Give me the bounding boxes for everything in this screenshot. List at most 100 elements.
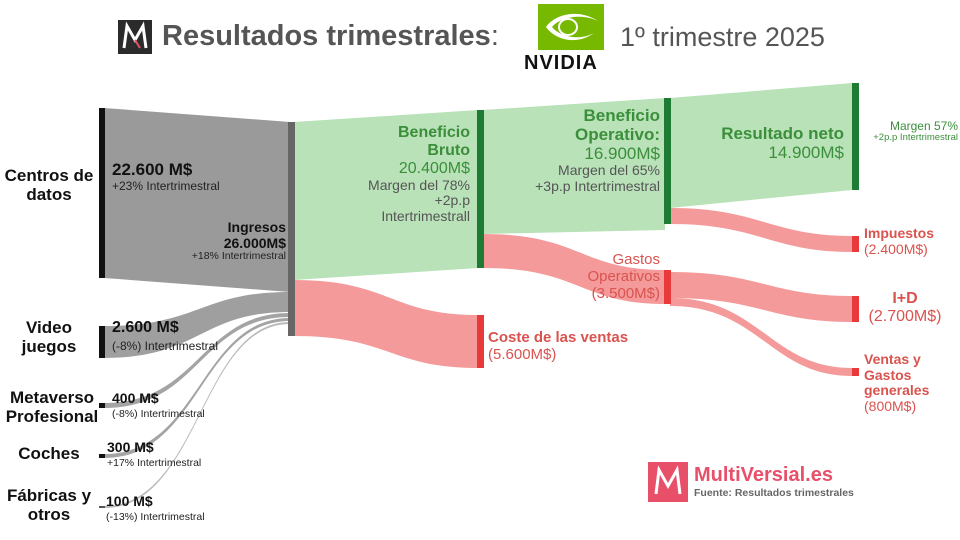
rd-title: I+D bbox=[892, 290, 918, 307]
source-label-videojuegos: Video juegos bbox=[0, 318, 98, 356]
source-change-videojuegos: (-8%) Intertrimestral bbox=[112, 339, 219, 353]
source-label-coches: Coches bbox=[0, 444, 98, 463]
node-beneficio-operativo bbox=[664, 98, 671, 224]
gross-profit-change-2: Intertrimestrall bbox=[381, 208, 470, 225]
flow-gastos-operativos bbox=[483, 234, 665, 304]
multiversial-logo-icon bbox=[648, 462, 688, 502]
flow-beneficio-bruto bbox=[294, 110, 478, 280]
flow-coste-ventas bbox=[294, 280, 478, 368]
operating-profit-title-1: Beneficio bbox=[583, 106, 660, 125]
cost-of-sales-title: Coste de las ventas bbox=[488, 329, 629, 346]
net-income-title: Resultado neto bbox=[721, 124, 844, 143]
net-income-margin-block: Margen 57% +2p.p Intertrimestral bbox=[862, 119, 958, 144]
sga-label: Ventas y Gastos generales (800M$) bbox=[864, 351, 930, 415]
gross-profit-value: 20.400M$ bbox=[398, 159, 470, 177]
operating-expenses-label: Gastos Operativos (3.500M$) bbox=[540, 251, 660, 302]
footer-brand: MultiVersial.es bbox=[694, 464, 833, 486]
title-colon: : bbox=[490, 20, 499, 52]
node-fabricas bbox=[99, 506, 105, 508]
nvidia-logo-text: NVIDIA bbox=[524, 52, 598, 74]
sga-title-1: Ventas y bbox=[864, 351, 921, 367]
source-name: juegos bbox=[21, 337, 77, 357]
source-name: otros bbox=[27, 505, 71, 525]
revenue-change: +18% Intertrimestral bbox=[191, 250, 286, 263]
source-name: Video bbox=[26, 318, 72, 337]
node-gastos-operativos bbox=[664, 270, 671, 304]
node-ingresos bbox=[288, 122, 295, 336]
net-income-value: 14.900M$ bbox=[768, 143, 844, 163]
operating-expenses-title-2: Operativos bbox=[587, 267, 660, 285]
taxes-label: Impuestos (2.400M$) bbox=[864, 225, 935, 257]
period-label: 1º trimestre 2025 bbox=[620, 22, 825, 52]
flow-resultado-neto bbox=[670, 83, 852, 208]
flow-impuestos bbox=[670, 208, 852, 252]
source-name: Centros de bbox=[4, 166, 94, 185]
node-ventas-gastos bbox=[852, 368, 859, 376]
source-value-centros-datos: 22.600 M$ bbox=[112, 160, 193, 179]
flow-id bbox=[670, 272, 852, 322]
node-beneficio-bruto bbox=[477, 110, 484, 268]
net-income-change: +2p.p Intertrimestral bbox=[873, 132, 958, 144]
flow-beneficio-operativo bbox=[483, 98, 665, 234]
operating-expenses-title-1: Gastos bbox=[612, 251, 660, 268]
rd-label: I+D (2.700M$) bbox=[858, 290, 952, 326]
source-label-centros-datos: Centros de datos bbox=[0, 166, 98, 204]
operating-profit-title-2: Operativo: bbox=[574, 125, 660, 145]
source-name: Profesional bbox=[5, 407, 99, 427]
source-name: Coches bbox=[18, 444, 80, 463]
source-label-metaverso: Metaverso Profesional bbox=[0, 388, 104, 426]
net-income-label: Resultado neto 14.900M$ bbox=[680, 124, 844, 162]
source-value-metaverso: 400 M$ bbox=[112, 390, 159, 406]
flow-ventas-gastos bbox=[670, 298, 852, 376]
cost-of-sales-value: (5.600M$) bbox=[488, 345, 557, 363]
taxes-value: (2.400M$) bbox=[864, 240, 928, 257]
operating-profit-margin: Margen del 65% bbox=[558, 162, 660, 179]
operating-expenses-value: (3.500M$) bbox=[591, 284, 660, 302]
source-change-metaverso: (-8%) Intertrimestral bbox=[112, 408, 205, 420]
gross-profit-title-1: Beneficio bbox=[397, 124, 470, 141]
sga-title-3: generales bbox=[864, 382, 930, 399]
node-metaverso bbox=[99, 403, 105, 408]
gross-profit-title-2: Bruto bbox=[427, 141, 470, 159]
node-id bbox=[852, 296, 859, 322]
taxes-title: Impuestos bbox=[864, 225, 935, 241]
source-value-videojuegos: 2.600 M$ bbox=[112, 319, 179, 336]
gross-profit-margin: Margen del 78% bbox=[368, 176, 470, 193]
source-name: Fábricas y bbox=[6, 486, 92, 505]
node-resultado-neto bbox=[852, 83, 859, 190]
revenue-title: Ingresos bbox=[227, 219, 286, 235]
title-text: Resultados trimestrales bbox=[162, 20, 491, 52]
nvidia-eye-icon bbox=[538, 4, 604, 50]
cost-of-sales-label: Coste de las ventas (5.600M$) bbox=[488, 329, 629, 364]
node-centros-datos bbox=[99, 108, 105, 278]
source-value-fabricas: 100 M$ bbox=[106, 493, 153, 509]
operating-profit-label: Beneficio Operativo: 16.900M$ Margen del… bbox=[480, 106, 660, 194]
gross-profit-label: Beneficio Bruto 20.400M$ Margen del 78% … bbox=[300, 124, 470, 225]
flow-centros-datos bbox=[104, 108, 290, 292]
page-title: Resultados trimestrales: bbox=[162, 20, 499, 52]
node-impuestos bbox=[852, 236, 859, 252]
operating-profit-value: 16.900M$ bbox=[584, 144, 660, 164]
rd-value: (2.700M$) bbox=[868, 307, 942, 325]
footer-source: Fuente: Resultados trimestrales bbox=[694, 487, 854, 499]
node-coste-ventas bbox=[477, 315, 484, 368]
node-coches bbox=[99, 454, 105, 458]
source-name: Metaverso bbox=[9, 388, 95, 407]
sga-title-2: Gastos bbox=[864, 366, 912, 383]
source-name: datos bbox=[26, 185, 72, 205]
node-videojuegos bbox=[99, 326, 105, 358]
revenue-label: Ingresos 26.000M$ +18% Intertrimestral bbox=[150, 219, 286, 263]
operating-profit-change: +3p.p Intertrimestral bbox=[535, 177, 660, 194]
flow-metaverso bbox=[104, 313, 290, 408]
flow-videojuegos bbox=[104, 292, 290, 358]
m-logo-icon bbox=[118, 20, 152, 54]
revenue-value: 26.000M$ bbox=[223, 234, 286, 251]
source-label-fabricas: Fábricas y otros bbox=[0, 486, 98, 524]
source-value-coches: 300 M$ bbox=[107, 439, 154, 455]
source-change-coches: +17% Intertrimestral bbox=[107, 457, 202, 469]
net-income-margin: Margen 57% bbox=[889, 119, 958, 133]
gross-profit-change-1: +2p.p bbox=[434, 192, 470, 209]
source-change-centros-datos: +23% Intertrimestral bbox=[112, 179, 220, 193]
